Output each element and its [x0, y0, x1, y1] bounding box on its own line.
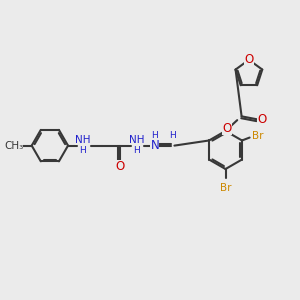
Text: H: H [133, 146, 140, 154]
Text: Br: Br [220, 183, 231, 193]
Text: NH: NH [129, 135, 144, 145]
Text: H: H [169, 131, 176, 140]
Text: O: O [222, 122, 232, 134]
Text: Br: Br [252, 130, 264, 140]
Text: O: O [257, 113, 267, 126]
Text: CH₃: CH₃ [4, 141, 23, 151]
Text: H: H [152, 131, 158, 140]
Text: H: H [79, 146, 86, 154]
Text: O: O [244, 53, 254, 66]
Text: N: N [150, 139, 159, 152]
Text: O: O [115, 160, 124, 173]
Text: NH: NH [76, 135, 91, 145]
